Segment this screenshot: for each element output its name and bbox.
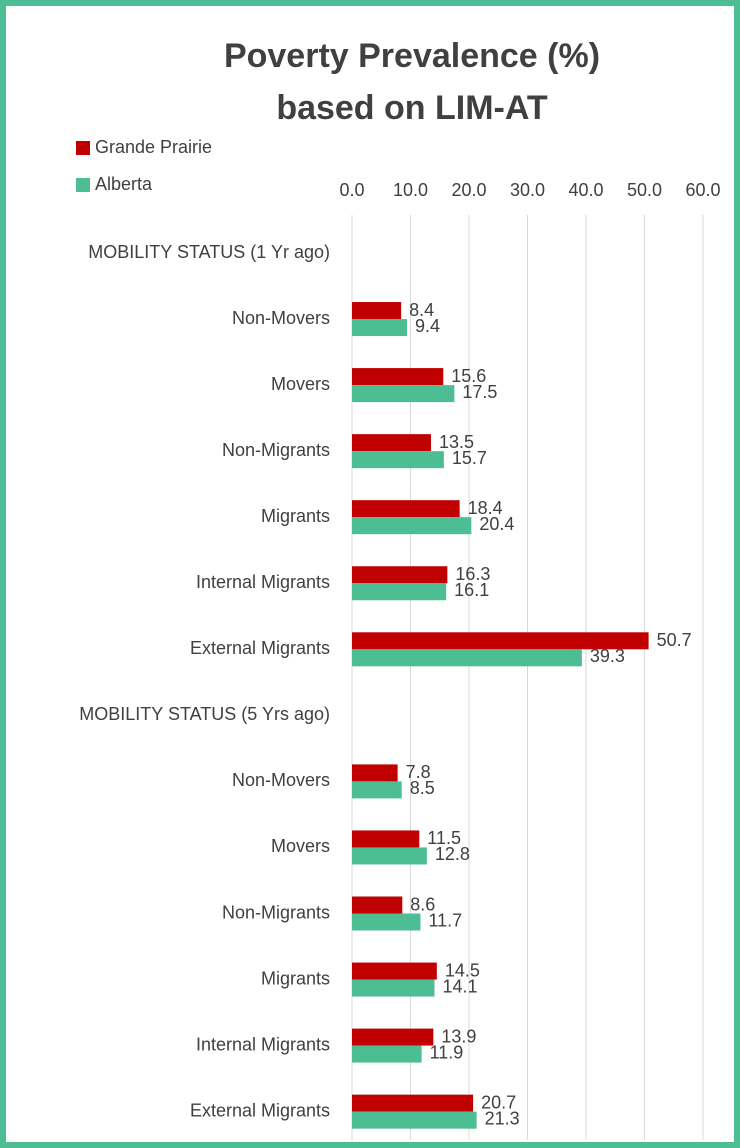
chart-title: Poverty Prevalence (%) [224,37,600,75]
bar [352,1045,422,1063]
bar [352,434,431,452]
bar [352,451,444,469]
legend-label: Alberta [95,174,153,194]
data-label: 15.6 [451,366,486,386]
data-label: 13.9 [441,1026,476,1046]
data-label: 16.3 [455,564,490,584]
y-tick-label: Migrants [261,968,330,988]
bar [352,319,407,337]
x-tick-label: 60.0 [685,180,720,200]
bar [352,517,472,535]
bar [352,583,447,601]
x-tick-label: 40.0 [568,180,603,200]
data-label: 11.7 [428,910,462,930]
chart-title: based on LIM-AT [276,89,548,127]
y-tick-label: Non-Movers [232,308,330,328]
bar [352,385,455,403]
bar [352,1028,434,1046]
data-label: 20.4 [479,514,514,534]
y-tick-label: External Migrants [190,638,330,658]
data-label: 21.3 [485,1108,520,1128]
y-tick-label: MOBILITY STATUS (1 Yr ago) [88,242,330,262]
y-tick-label: Migrants [261,506,330,526]
x-tick-label: 50.0 [627,180,662,200]
y-tick-label: Internal Migrants [196,1034,330,1054]
y-tick-label: Movers [271,836,330,856]
data-label: 8.5 [410,778,435,798]
data-label: 17.5 [462,382,497,402]
data-label: 13.5 [439,432,474,452]
bar [352,979,435,997]
legend-swatch [76,141,90,155]
data-label: 8.6 [410,894,435,914]
bar [352,896,403,914]
bar [352,764,398,782]
data-label: 50.7 [657,630,692,650]
data-label: 8.4 [409,300,434,320]
bar [352,913,421,931]
data-label: 14.1 [442,976,477,996]
data-label: 39.3 [590,646,625,666]
x-tick-label: 0.0 [339,180,364,200]
y-tick-label: Internal Migrants [196,572,330,592]
bar [352,1111,477,1129]
data-label: 11.9 [430,1042,464,1062]
data-label: 15.7 [452,448,487,468]
bar [352,368,444,386]
data-label: 11.5 [427,828,461,848]
y-tick-label: Non-Migrants [222,440,330,460]
y-tick-label: MOBILITY STATUS (5 Yrs ago) [79,704,330,724]
bar [352,500,460,518]
data-label: 18.4 [468,498,503,518]
data-label: 16.1 [454,580,489,600]
bar [352,781,402,799]
bar [352,302,402,320]
y-tick-label: External Migrants [190,1100,330,1120]
bar [352,830,420,848]
data-label: 20.7 [481,1092,516,1112]
data-label: 7.8 [406,762,431,782]
bar [352,566,448,584]
x-tick-label: 30.0 [510,180,545,200]
x-tick-label: 20.0 [451,180,486,200]
x-tick-label: 10.0 [393,180,428,200]
y-tick-label: Non-Movers [232,770,330,790]
data-label: 9.4 [415,316,440,336]
data-label: 12.8 [435,844,470,864]
legend-label: Grande Prairie [95,137,212,157]
bar [352,962,437,980]
bar [352,1094,474,1112]
y-tick-label: Movers [271,374,330,394]
legend-swatch [76,178,90,192]
data-label: 14.5 [445,960,480,980]
bar [352,632,649,650]
bar [352,847,427,865]
bar [352,649,582,667]
y-tick-label: Non-Migrants [222,902,330,922]
